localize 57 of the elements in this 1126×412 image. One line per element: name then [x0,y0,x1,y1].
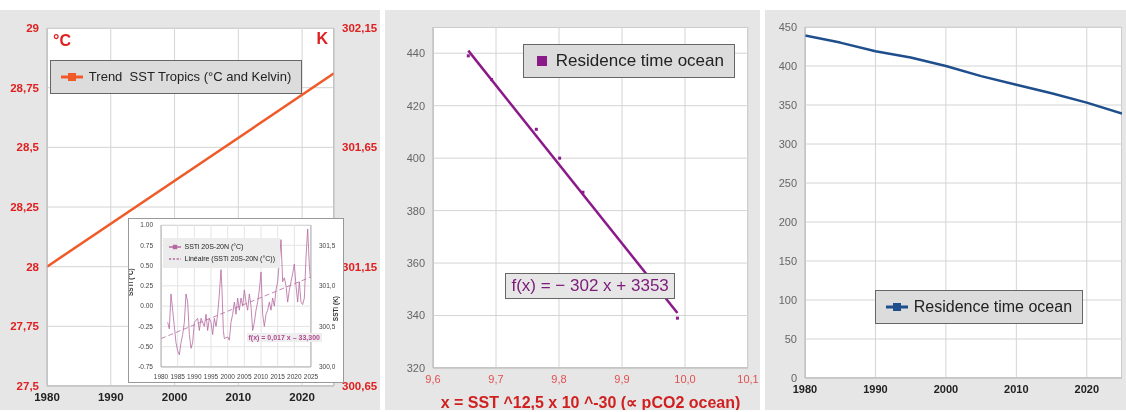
x-tick-label: 2000 [161,391,188,404]
y-tick-label: 450 [778,20,797,33]
point [581,190,585,194]
legend-label: Residence time ocean [555,50,724,72]
x-tick-label: 9,6 [425,372,441,385]
y-axis-title: °C [53,32,71,50]
x-tick-label: 10,1 [737,372,759,385]
y2-axis-title: K [316,30,328,48]
x-tick-label: 1990 [863,382,888,395]
y-tick-label: 440 [406,47,425,60]
y-tick-label: 360 [406,256,425,269]
y-tick-label: 400 [778,59,797,72]
y2-tick-label: 300,65 [342,380,378,393]
y-tick-label: 400 [406,152,425,165]
y-tick-label: 50 [784,332,797,345]
y-tick-label: 350 [778,98,797,111]
x-tick-label: 10,0 [674,372,696,385]
point [466,54,470,58]
x-tick-label: 9,7 [488,372,504,385]
legend-label: Residence time ocean [913,297,1073,318]
y-tick-label: 380 [406,204,425,217]
x-tick-label: 9,8 [551,372,567,385]
y2-tick-label: 302,15 [342,22,378,35]
y-tick-label: 29 [26,22,39,35]
y-tick-label: 28 [26,260,40,273]
y-tick-label: 0 [790,371,797,384]
x-tick-label: 2010 [1004,382,1029,395]
y2-tick-label: 301,15 [342,260,378,273]
x-tick-label: 1980 [792,382,818,395]
y-tick-label: 28,25 [10,201,40,214]
x-tick-label: 2020 [289,391,315,404]
point [675,316,679,320]
point [558,156,562,160]
line-series [805,34,1122,115]
y-tick-label: 250 [778,176,797,189]
x-tick-label: 2000 [933,382,959,395]
x-tick-label: 1980 [34,391,60,404]
annotation: f(x) = − 302 x + 3353 [505,272,675,299]
y-tick-label: 300 [778,137,797,150]
x-tick-label: 2010 [225,391,252,404]
y-tick-label: 27,5 [16,380,40,393]
y-tick-label: 340 [406,309,425,322]
x-tick-label: 1990 [97,391,124,404]
y-tick-label: 150 [778,254,797,267]
legend-label: Trend SST Tropics (°C and Kelvin) [88,68,292,87]
point [534,127,538,131]
y-tick-label: 320 [406,361,425,374]
y2-tick-label: 301,65 [342,141,378,154]
point [490,77,494,81]
y-tick-label: 28,75 [10,81,40,94]
y-tick-label: 200 [778,215,797,228]
y-tick-label: 27,75 [10,320,40,333]
y-tick-label: 100 [778,293,797,306]
x-tick-label: 9,9 [614,372,630,385]
x-tick-label: 2020 [1074,382,1100,395]
y-tick-label: 28,5 [16,141,40,154]
y-tick-label: 420 [406,99,425,112]
